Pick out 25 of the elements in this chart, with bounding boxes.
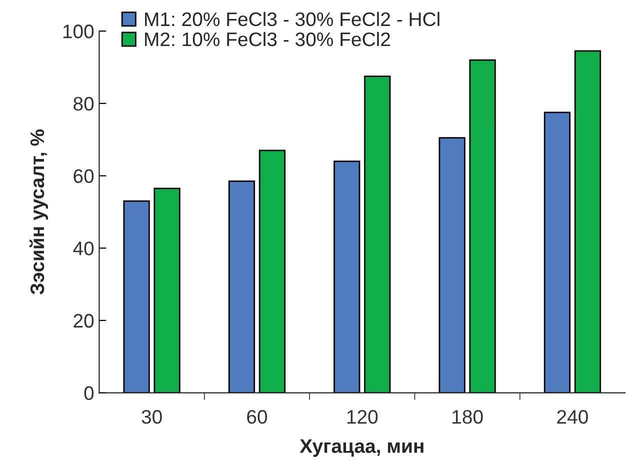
bar	[258, 150, 286, 393]
y-tick-label: 60	[74, 169, 94, 184]
x-tick-label: 60	[247, 410, 268, 424]
bar	[123, 200, 150, 393]
y-tick-label: 20	[74, 314, 94, 328]
x-axis-title: Хугацаа, мин	[300, 439, 424, 457]
legend-label: M2: 10% FeCl3 - 30% FeCl2	[145, 32, 390, 46]
bar	[438, 137, 466, 393]
x-tick-label: 240	[557, 410, 588, 424]
bar	[574, 50, 602, 393]
x-tick-label: 180	[452, 410, 483, 424]
y-tick-label: 0	[84, 386, 94, 400]
legend-label: M1: 20% FeCl3 - 30% FeCl2 - HCl	[145, 12, 440, 26]
y-tick-label: 100	[63, 24, 94, 38]
bar	[544, 112, 571, 393]
bar	[154, 188, 180, 393]
bar	[469, 59, 496, 393]
bar	[334, 160, 360, 393]
bar	[364, 76, 391, 393]
x-tick-label: 30	[142, 410, 162, 424]
y-tick-label: 40	[73, 242, 94, 256]
y-axis-title: Зэсийн уусалт, %	[30, 129, 48, 295]
bar	[228, 180, 256, 393]
x-tick-label: 120	[347, 410, 378, 424]
y-tick-label: 80	[74, 96, 94, 111]
